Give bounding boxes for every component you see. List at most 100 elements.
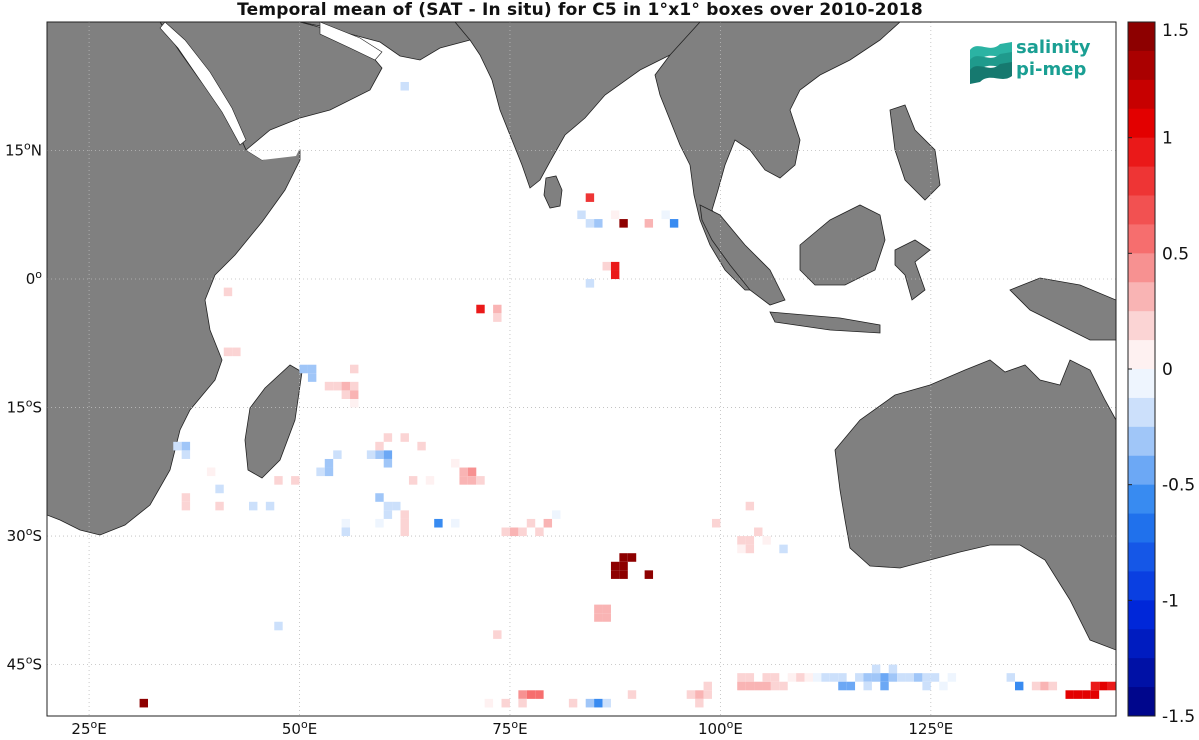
y-tick-labels: 15oN 0o 15oS 30oS 45oS (5, 140, 42, 674)
data-cell (223, 287, 233, 297)
data-cell (594, 219, 603, 228)
data-cell (501, 698, 510, 708)
data-cell (1040, 681, 1049, 691)
data-cell (1006, 673, 1015, 682)
x-tick-label: 50oE (282, 718, 317, 738)
data-cell (350, 381, 359, 391)
data-cell (181, 441, 191, 451)
data-cell (417, 441, 426, 451)
land-java (769, 311, 881, 334)
y-tick-label: 30oS (7, 525, 42, 545)
data-cell (619, 219, 628, 228)
colorbar-step (1128, 369, 1155, 399)
data-cell (341, 527, 351, 537)
data-cell (821, 673, 830, 682)
data-cell (181, 493, 191, 502)
colorbar-step (1128, 166, 1155, 196)
land-madagascar (244, 364, 303, 479)
y-tick-label: 45oS (7, 654, 42, 674)
data-cell (400, 510, 409, 519)
data-cell (526, 690, 536, 699)
data-cell (610, 261, 620, 271)
data-cell (1107, 681, 1116, 691)
data-cell (307, 364, 317, 374)
data-cell (770, 681, 780, 691)
data-cell (745, 681, 755, 691)
land-borneo (799, 204, 886, 286)
data-cell (1073, 690, 1083, 699)
data-cell (493, 630, 502, 639)
land-sumatra (699, 204, 786, 306)
land-new-guinea (1009, 277, 1116, 341)
data-cell (509, 527, 519, 537)
colorbar (1127, 21, 1156, 717)
data-cell (762, 673, 771, 682)
data-cell (594, 604, 603, 614)
data-cell (871, 673, 881, 682)
colorbar-tick-label: 1 (1162, 129, 1173, 149)
data-cell (913, 673, 923, 682)
map-title: Temporal mean of (SAT - In situ) for C5 … (237, 0, 923, 20)
data-cell (501, 527, 510, 537)
data-cell (383, 450, 393, 459)
data-cell (754, 681, 763, 691)
data-cell (779, 681, 788, 691)
data-cell (610, 210, 620, 220)
land-layer (47, 22, 1116, 651)
data-cell (770, 673, 780, 682)
data-cell (467, 476, 477, 485)
data-cell (350, 364, 359, 374)
data-cell (1099, 681, 1108, 691)
data-cell (1090, 681, 1100, 691)
data-cell (897, 673, 906, 682)
colorbar-step (1128, 600, 1155, 630)
data-cell (459, 467, 468, 477)
x-tick-labels: 25oE 50oE 75oE 100oE 125oE (71, 718, 953, 738)
x-tick-label: 75oE (492, 718, 527, 738)
data-cell (644, 219, 654, 228)
data-cell (745, 501, 755, 511)
colorbar-step (1128, 687, 1155, 717)
colorbar-step (1128, 253, 1155, 283)
water-gulf-of-aden (246, 148, 300, 160)
data-cell (686, 690, 696, 699)
land-sri-lanka (543, 175, 563, 209)
data-cell (181, 450, 191, 459)
data-cell (400, 433, 409, 442)
colorbar-step (1128, 108, 1155, 139)
data-cell (249, 501, 258, 511)
data-cell (341, 381, 351, 391)
data-cell (602, 698, 611, 708)
data-cell (737, 544, 746, 554)
data-cell (173, 441, 182, 451)
water-red-sea (159, 22, 247, 146)
data-cell (333, 450, 342, 459)
data-cell (669, 219, 679, 228)
data-cell (939, 681, 948, 691)
data-cell (610, 570, 620, 579)
data-cell (333, 381, 342, 391)
data-cell (838, 673, 847, 682)
data-cell (400, 527, 409, 537)
data-cell (711, 518, 721, 528)
logo-text-line2: pi-mep (1016, 59, 1087, 80)
data-cell (888, 673, 898, 682)
data-cell (366, 450, 376, 459)
data-cell (779, 544, 788, 554)
data-cell (1048, 681, 1058, 691)
data-cell (215, 501, 224, 511)
colorbar-step (1128, 397, 1155, 428)
data-cell (392, 501, 401, 511)
data-cell (375, 493, 384, 502)
data-cell (375, 518, 384, 528)
data-cell (602, 604, 611, 614)
data-cell (274, 621, 283, 631)
colorbar-step (1128, 22, 1155, 52)
data-cell (383, 458, 393, 468)
data-cell (232, 347, 241, 357)
wave-stack-icon (970, 42, 1012, 84)
data-cell (383, 510, 393, 519)
data-cell (610, 270, 620, 280)
colorbar-tick-label: -1.5 (1162, 707, 1195, 727)
